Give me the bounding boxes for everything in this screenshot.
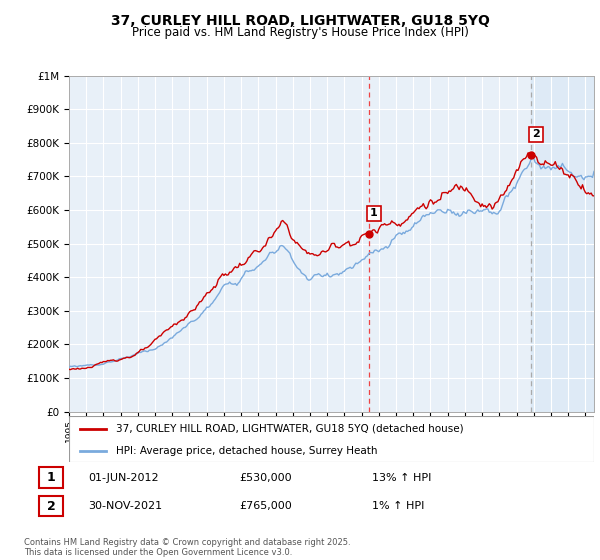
Text: 30-NOV-2021: 30-NOV-2021 [88,501,162,511]
Text: Price paid vs. HM Land Registry's House Price Index (HPI): Price paid vs. HM Land Registry's House … [131,26,469,39]
Text: £530,000: £530,000 [240,473,292,483]
Text: 37, CURLEY HILL ROAD, LIGHTWATER, GU18 5YQ (detached house): 37, CURLEY HILL ROAD, LIGHTWATER, GU18 5… [116,424,464,434]
Text: £765,000: £765,000 [240,501,293,511]
Bar [531,76,594,412]
Text: 1% ↑ HPI: 1% ↑ HPI [372,501,425,511]
Bar [40,468,62,488]
Text: HPI: Average price, detached house, Surrey Heath: HPI: Average price, detached house, Surr… [116,446,378,455]
Text: 1: 1 [47,471,55,484]
Text: 01-JUN-2012: 01-JUN-2012 [88,473,158,483]
Text: 2: 2 [47,500,55,513]
Text: 13% ↑ HPI: 13% ↑ HPI [372,473,431,483]
Text: Contains HM Land Registry data © Crown copyright and database right 2025.
This d: Contains HM Land Registry data © Crown c… [24,538,350,557]
Text: 2: 2 [532,129,540,139]
Text: 37, CURLEY HILL ROAD, LIGHTWATER, GU18 5YQ: 37, CURLEY HILL ROAD, LIGHTWATER, GU18 5… [110,14,490,28]
Text: 1: 1 [370,208,378,218]
Bar [40,496,62,516]
